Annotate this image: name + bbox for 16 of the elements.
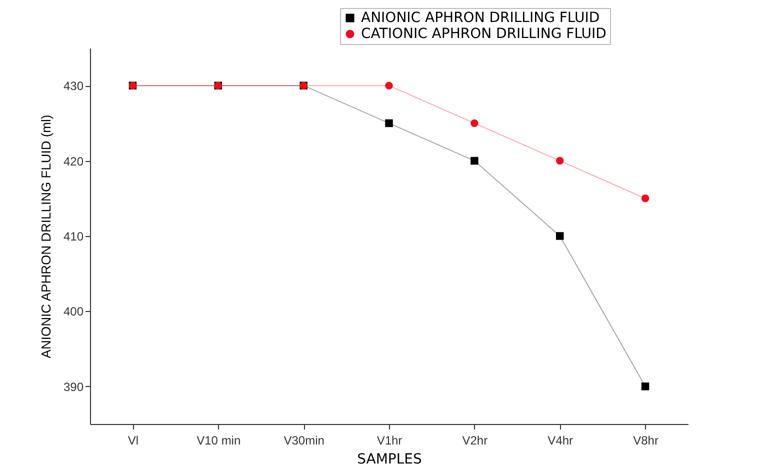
legend-label: CATIONIC APHRON DRILLING FLUID (361, 26, 606, 42)
y-tick-label: 410 (63, 230, 84, 244)
x-axis-title: SAMPLES (357, 452, 422, 468)
legend-label: ANIONIC APHRON DRILLING FLUID (361, 10, 600, 26)
y-tick-label: 390 (63, 380, 84, 394)
x-tick-label: V1hr (376, 434, 402, 448)
y-tick-label: 420 (63, 154, 84, 168)
x-tick-label: V4hr (548, 434, 574, 448)
y-axis-title: ANIONIC APHRON DRILLING FLUID (ml) (38, 114, 54, 358)
x-tick-label: Vl (128, 434, 139, 448)
x-tick-label: V2hr (462, 434, 488, 448)
x-tick-label: V10 min (196, 434, 241, 448)
y-tick-label: 400 (63, 304, 84, 319)
x-tick-label: V30min (284, 434, 324, 448)
x-tick-label: V8hr (633, 434, 658, 448)
y-tick-label: 430 (63, 79, 84, 94)
